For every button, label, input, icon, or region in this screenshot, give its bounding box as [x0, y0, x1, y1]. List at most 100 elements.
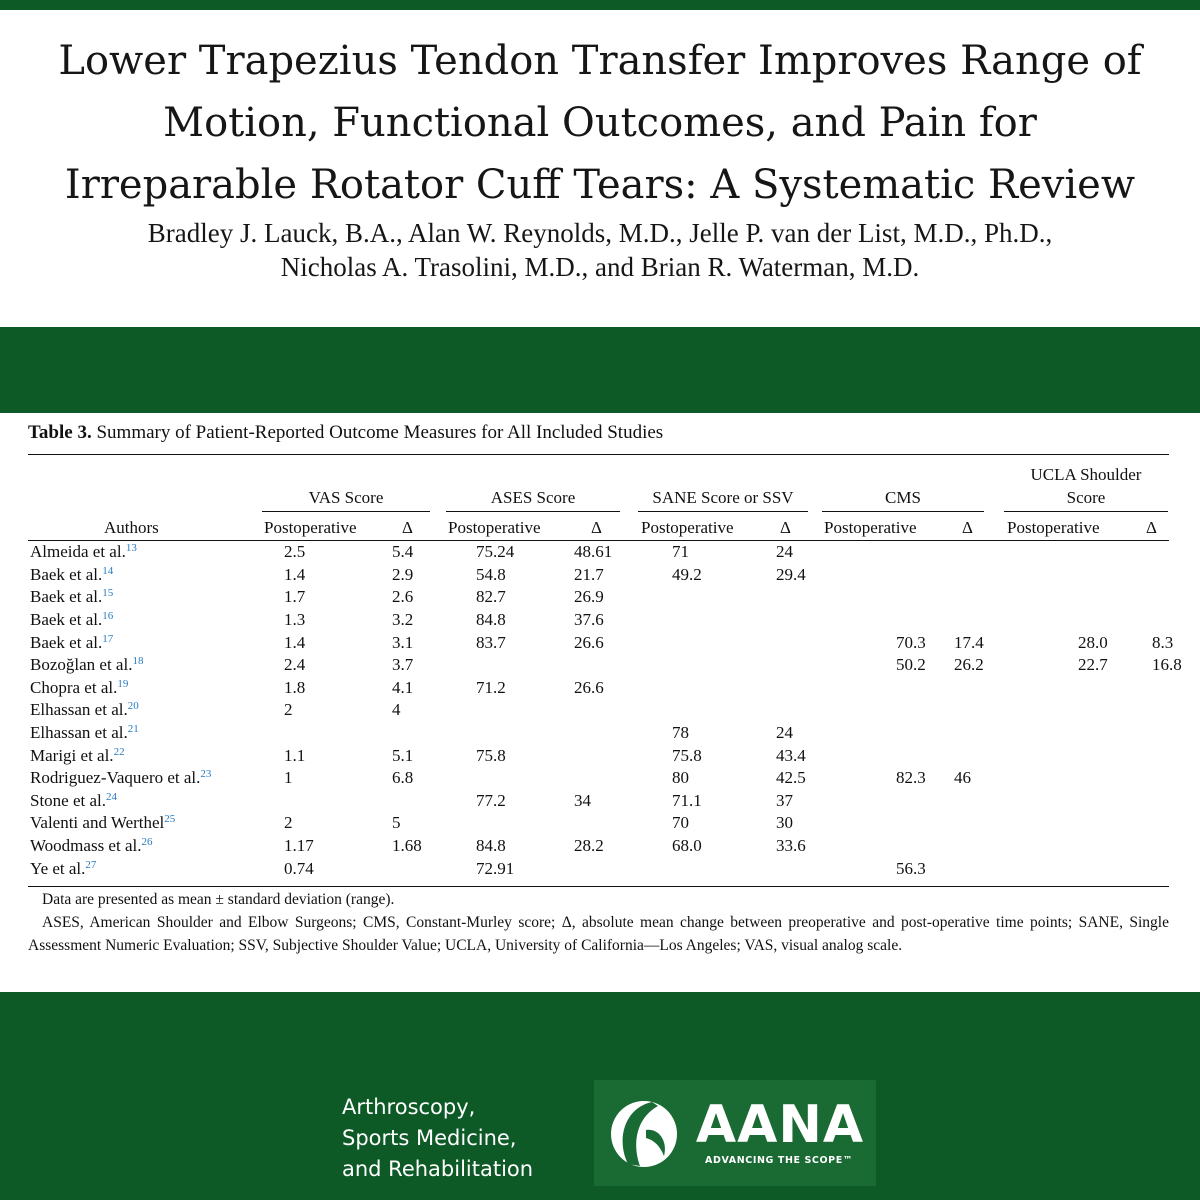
group-underline [262, 511, 430, 512]
table-row: Elhassan et al.20 2 4 [30, 699, 1169, 722]
postoperative-cell: 84.8 [476, 836, 506, 856]
reference-number[interactable]: 22 [113, 745, 125, 758]
delta-cell: 6.8 [392, 768, 414, 788]
author-line: Nicholas A. Trasolini, M.D., and Brian R… [280, 252, 920, 282]
postoperative-cell: 56.3 [896, 858, 926, 878]
postoperative-cell [1040, 835, 1152, 858]
postoperative-cell [638, 609, 776, 632]
table-header-rule [28, 540, 1169, 541]
delta-cell: 43.4 [776, 745, 806, 765]
postoperative-cell: 1 [284, 768, 293, 788]
author-cell: Baek et al.14 [30, 564, 272, 587]
title-line: Motion, Functional Outcomes, and Pain fo… [163, 100, 1037, 146]
author-cell: Woodmass et al.26 [30, 835, 272, 858]
reference-number[interactable]: 17 [102, 632, 114, 645]
delta-cell [954, 564, 1040, 587]
postoperative-cell [638, 631, 776, 654]
reference-number[interactable]: 15 [102, 587, 114, 600]
table-caption: Table 3. Summary of Patient-Reported Out… [28, 420, 1178, 446]
delta-cell [574, 722, 638, 745]
table-row: Rodriguez-Vaquero et al.23 1 6.8 80 42.5 82.3… [30, 767, 1169, 790]
postoperative-cell: 54.8 [476, 564, 506, 584]
delta-cell [392, 857, 446, 880]
postoperative-cell [858, 586, 954, 609]
postoperative-cell: 50.2 [896, 655, 926, 675]
postoperative-cell [858, 744, 954, 767]
author-name: Rodriguez-Vaquero et al. [30, 768, 201, 788]
author-name: Almeida et al. [30, 542, 126, 562]
postoperative-cell: 1.7 [284, 587, 306, 607]
author-name: Baek et al. [30, 632, 103, 652]
table-row: Baek et al.16 1.3 3.2 84.8 37.6 [30, 609, 1169, 632]
postoperative-cell: 70.3 [896, 632, 926, 652]
postoperative-cell [858, 835, 954, 858]
reference-number[interactable]: 26 [141, 836, 153, 849]
postoperative-cell: 71 [672, 542, 689, 562]
author-cell: Baek et al.16 [30, 609, 272, 632]
reference-number[interactable]: 27 [85, 858, 97, 871]
postoperative-cell: 1.1 [284, 745, 306, 765]
delta-cell: 2.9 [392, 564, 414, 584]
postoperative-cell [1040, 586, 1152, 609]
reference-number[interactable]: 20 [127, 700, 139, 713]
delta-cell: 1.68 [392, 836, 422, 856]
postoperative-cell: 28.0 [1078, 632, 1108, 652]
delta-cell [1152, 677, 1169, 700]
author-cell: Rodriguez-Vaquero et al.23 [30, 767, 272, 790]
delta-cell: 3.1 [392, 632, 414, 652]
delta-cell [776, 654, 858, 677]
delta-cell: 24 [776, 723, 793, 743]
author-cell: Elhassan et al.21 [30, 722, 272, 745]
reference-number[interactable]: 13 [125, 542, 137, 555]
author-name: Ye et al. [30, 858, 86, 878]
table-bottom-rule [28, 886, 1169, 887]
postoperative-cell [858, 564, 954, 587]
delta-cell: 42.5 [776, 768, 806, 788]
delta-cell [776, 857, 858, 880]
column-header-delta: Δ [402, 518, 413, 537]
outcome-measures-table: Almeida et al.13 2.5 5.4 75.24 48.61 71 24 Baek… [30, 541, 1182, 880]
reference-number[interactable]: 25 [164, 813, 176, 826]
postoperative-cell: 71.2 [476, 677, 506, 697]
table-row: Baek et al.14 1.4 2.9 54.8 21.7 49.2 29.4 [30, 564, 1169, 587]
reference-number[interactable]: 24 [106, 790, 118, 803]
delta-cell [1152, 812, 1169, 835]
reference-number[interactable]: 21 [127, 723, 139, 736]
column-header-delta: Δ [780, 518, 791, 537]
author-cell: Baek et al.17 [30, 631, 272, 654]
author-name: Chopra et al. [30, 677, 118, 697]
delta-cell [776, 586, 858, 609]
delta-cell [392, 790, 446, 813]
delta-cell: 37.6 [574, 610, 604, 630]
postoperative-cell: 77.2 [476, 790, 506, 810]
postoperative-cell [446, 654, 574, 677]
postoperative-cell: 75.8 [672, 745, 702, 765]
delta-cell [574, 812, 638, 835]
author-cell: Elhassan et al.20 [30, 699, 272, 722]
postoperative-cell [446, 699, 574, 722]
postoperative-cell [858, 812, 954, 835]
postoperative-cell [638, 586, 776, 609]
table-row: Baek et al.15 1.7 2.6 82.7 26.9 [30, 586, 1169, 609]
author-name: Baek et al. [30, 587, 103, 607]
postoperative-cell [1040, 564, 1152, 587]
delta-cell [954, 586, 1040, 609]
reference-number[interactable]: 23 [200, 768, 212, 781]
delta-cell [574, 767, 638, 790]
delta-cell [776, 631, 858, 654]
postoperative-cell: 82.7 [476, 587, 506, 607]
postoperative-cell: 78 [672, 723, 689, 743]
postoperative-cell [858, 609, 954, 632]
reference-number[interactable]: 16 [102, 610, 114, 623]
postoperative-cell [858, 541, 954, 564]
delta-cell: 5.4 [392, 542, 414, 562]
aana-swoosh-icon [611, 1101, 677, 1167]
reference-number[interactable]: 19 [117, 677, 129, 690]
table-footnote: ASES, American Shoulder and Elbow Surgeo… [28, 914, 1169, 954]
delta-cell [574, 744, 638, 767]
delta-cell: 26.9 [574, 587, 604, 607]
reference-number[interactable]: 18 [132, 655, 144, 668]
reference-number[interactable]: 14 [102, 564, 114, 577]
postoperative-cell: 80 [672, 768, 689, 788]
postoperative-cell: 0.74 [284, 858, 314, 878]
